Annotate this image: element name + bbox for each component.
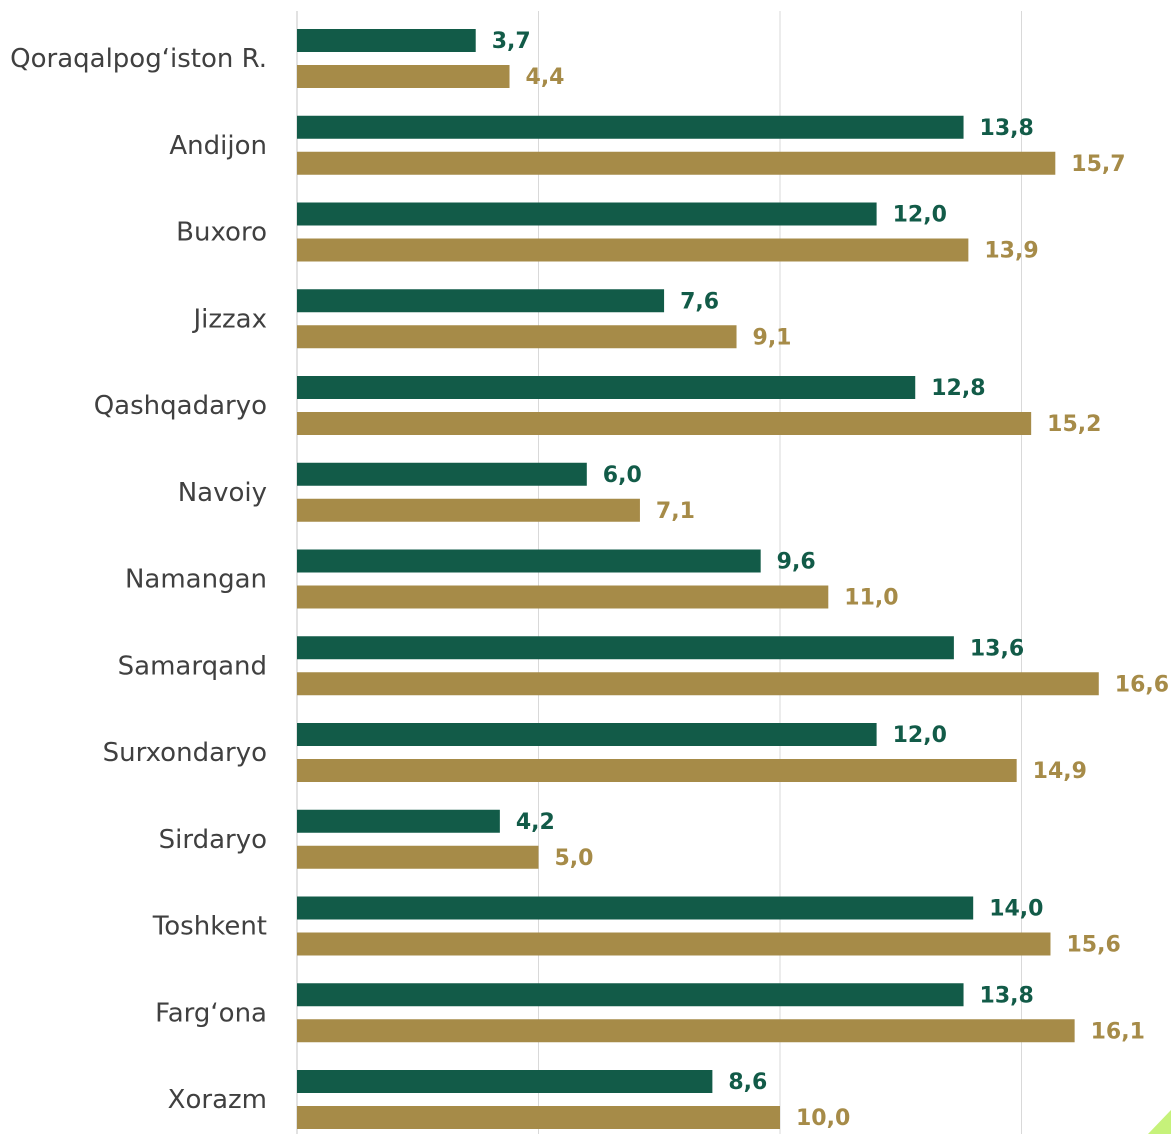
bar-series-2 [297,65,510,88]
value-label-series-2: 14,9 [1033,759,1087,784]
value-label-series-1: 8,6 [728,1070,767,1095]
bar-series-1 [297,896,974,920]
bar-series-2 [297,1106,780,1129]
bar-series-1 [297,376,916,399]
category-label: Farg‘ona [155,998,267,1028]
bar-series-2 [297,672,1099,696]
value-label-series-1: 12,0 [893,203,947,228]
category-label: Jizzax [191,304,267,334]
category-label: Qashqadaryo [94,391,267,421]
value-label-series-2: 13,9 [984,239,1038,264]
category-label: Andijon [169,131,267,161]
bar-series-2 [297,1019,1075,1043]
bar-series-2 [297,151,1056,175]
value-label-series-1: 13,6 [970,636,1024,661]
bar-series-1 [297,462,587,486]
bar-series-2 [297,498,640,522]
value-label-series-1: 14,0 [989,897,1043,922]
value-label-series-1: 4,2 [516,810,555,835]
bar-series-1 [297,1070,713,1093]
bar-series-2 [297,845,539,869]
value-label-series-2: 9,1 [753,325,792,350]
category-label: Buxoro [176,218,267,248]
value-label-series-1: 7,6 [680,289,719,314]
value-label-series-1: 12,8 [931,376,985,401]
bar-series-1 [297,549,761,573]
bar-series-2 [297,932,1051,956]
category-label: Sirdaryo [159,825,267,855]
value-label-series-1: 6,0 [603,463,642,488]
category-label: Qoraqalpog‘iston R. [10,44,267,74]
value-label-series-1: 3,7 [492,29,531,54]
bar-series-2 [297,238,969,262]
value-labels: 3,7 4,4 13,8 15,7 12,0 13,9 7,6 9,1 12,8 15,2 6,0 7… [492,29,1169,1131]
value-label-series-1: 13,8 [980,116,1034,141]
value-label-series-2: 16,6 [1115,672,1169,697]
bar-series-1 [297,809,500,833]
gridlines [296,11,1022,1134]
bar-series-1 [297,29,476,52]
bar-series-1 [297,723,877,746]
value-label-series-2: 16,1 [1091,1019,1145,1044]
category-labels: Qoraqalpog‘iston R. Andijon Buxoro Jizzax Qa… [10,44,267,1115]
category-label: Namangan [125,565,267,595]
value-label-series-2: 5,0 [555,846,594,871]
value-label-series-1: 13,8 [980,983,1034,1008]
bar-series-1 [297,115,964,139]
value-label-series-2: 10,0 [796,1106,850,1131]
value-label-series-2: 15,7 [1071,152,1125,177]
category-label: Toshkent [152,912,267,942]
corner-accent-shape [1148,1110,1171,1134]
bar-series-1 [297,636,954,660]
category-label: Navoiy [178,478,267,508]
value-label-series-1: 9,6 [777,550,816,575]
bar-series-2 [297,412,1032,435]
value-label-series-2: 11,0 [844,586,898,611]
bar-series-2 [297,585,829,609]
category-label: Xorazm [168,1085,267,1115]
category-label: Samarqand [118,651,267,681]
value-label-series-2: 4,4 [526,65,565,90]
bar-series-1 [297,289,665,313]
category-label: Surxondaryo [103,738,267,768]
bars [297,29,1099,1129]
value-label-series-2: 15,2 [1047,412,1101,437]
bar-series-2 [297,759,1017,782]
value-label-series-2: 7,1 [656,499,695,524]
value-label-series-2: 15,6 [1066,933,1120,958]
bar-series-1 [297,983,964,1007]
bar-series-1 [297,202,877,226]
bar-series-2 [297,325,737,349]
value-label-series-1: 12,0 [893,723,947,748]
